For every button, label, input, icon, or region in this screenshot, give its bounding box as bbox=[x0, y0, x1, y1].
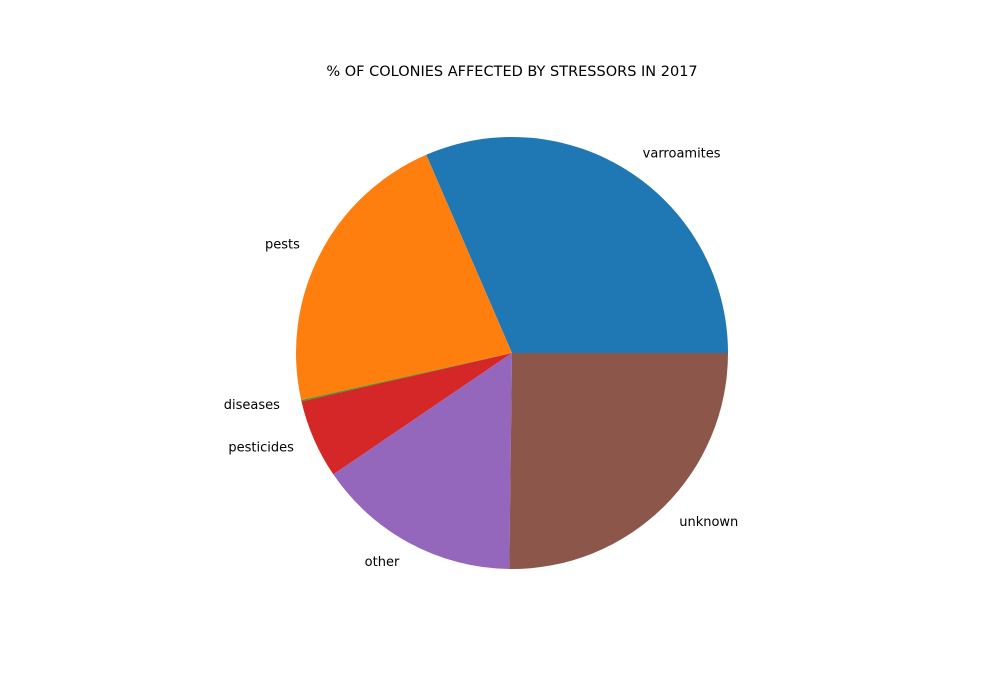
pie-slices bbox=[295, 137, 728, 570]
pie-slice-other bbox=[333, 353, 512, 569]
pie-slice-pests bbox=[295, 154, 512, 401]
pie-label-pests: pests bbox=[265, 237, 300, 252]
chart-title: % OF COLONIES AFFECTED BY STRESSORS IN 2… bbox=[326, 64, 697, 80]
pie-label-other: other bbox=[365, 555, 400, 570]
pie-label-diseases: diseases bbox=[224, 398, 280, 413]
pie-label-pesticides: pesticides bbox=[228, 441, 294, 456]
pie-labels: varroamites pests diseases pesticides other u… bbox=[224, 147, 739, 571]
pie-slice-unknown bbox=[509, 353, 728, 570]
pie-label-varroamites: varroamites bbox=[643, 147, 721, 162]
pie-label-unknown: unknown bbox=[679, 515, 738, 530]
pie-slice-diseases bbox=[301, 353, 512, 402]
pie-slice-varroamites bbox=[426, 137, 728, 353]
pie-slice-pesticides bbox=[301, 353, 512, 475]
